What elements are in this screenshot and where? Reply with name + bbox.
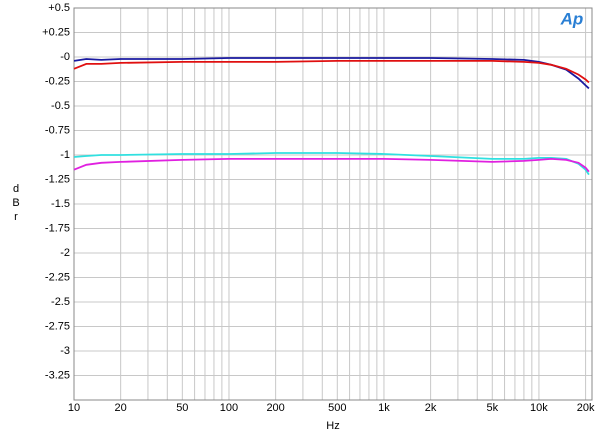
series-line <box>73 60 590 84</box>
y-tick-label: -1.25 <box>45 173 70 185</box>
x-tick-label: 5k <box>486 402 498 414</box>
x-tick-label: 20k <box>577 402 595 414</box>
y-axis-label: dBr <box>10 183 22 225</box>
x-tick-label: 50 <box>176 402 188 414</box>
logo: Ap <box>560 9 584 28</box>
series-line <box>73 152 590 176</box>
y-tick-label: -2.75 <box>45 320 70 332</box>
y-tick-label: -2.25 <box>45 271 70 283</box>
series-line <box>73 157 590 173</box>
y-tick-label: -1.5 <box>51 198 70 210</box>
x-tick-label: 10k <box>530 402 548 414</box>
y-tick-label: -0 <box>60 51 70 63</box>
plot-frame <box>73 7 593 401</box>
y-tick-label: -1 <box>60 149 70 161</box>
x-tick-label: 1k <box>378 402 390 414</box>
y-tick-label: +0.5 <box>48 2 70 14</box>
y-tick-label: -0.5 <box>51 100 70 112</box>
y-tick-label: +0.25 <box>42 26 70 38</box>
x-tick-label: 20 <box>115 402 127 414</box>
y-tick-label: -1.75 <box>45 222 70 234</box>
y-tick-label: -0.75 <box>45 124 70 136</box>
x-tick-label: 10 <box>68 402 80 414</box>
x-tick-label: 2k <box>425 402 437 414</box>
y-tick-label: -3.25 <box>45 369 70 381</box>
y-tick-label: -0.25 <box>45 75 70 87</box>
x-tick-label: 500 <box>328 402 346 414</box>
x-tick-label: 200 <box>266 402 284 414</box>
x-axis-label: Hz <box>326 420 339 432</box>
y-tick-label: -2 <box>60 247 70 259</box>
y-tick-label: -3 <box>60 345 70 357</box>
series-line <box>73 57 590 90</box>
x-tick-label: 100 <box>220 402 238 414</box>
y-tick-label: -2.5 <box>51 296 70 308</box>
